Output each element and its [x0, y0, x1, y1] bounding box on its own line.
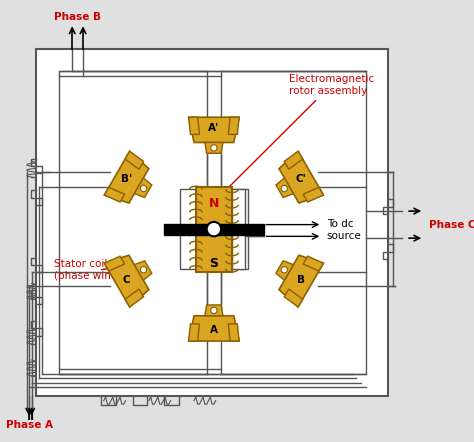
Text: Phase C: Phase C	[428, 220, 474, 229]
Text: Phase B: Phase B	[54, 11, 101, 22]
Polygon shape	[189, 117, 239, 142]
Bar	[180, 190, 196, 269]
Polygon shape	[228, 117, 239, 134]
Polygon shape	[303, 187, 323, 202]
Polygon shape	[228, 324, 239, 341]
Polygon shape	[125, 289, 144, 307]
Bar	[59, 71, 365, 373]
Polygon shape	[189, 316, 239, 341]
Text: Electromagnetic
rotor assembly: Electromagnetic rotor assembly	[221, 74, 374, 194]
Circle shape	[211, 145, 217, 151]
Text: C: C	[123, 274, 130, 285]
Polygon shape	[125, 151, 144, 169]
Text: A: A	[210, 325, 218, 335]
Text: B': B'	[121, 174, 132, 183]
Polygon shape	[134, 178, 152, 198]
Polygon shape	[303, 256, 323, 271]
Polygon shape	[104, 256, 125, 271]
Polygon shape	[205, 142, 223, 153]
Polygon shape	[104, 255, 149, 307]
Bar	[232, 190, 246, 269]
Circle shape	[211, 307, 217, 313]
Text: To dc
source: To dc source	[327, 219, 362, 241]
Polygon shape	[104, 187, 125, 202]
Polygon shape	[279, 151, 323, 203]
Circle shape	[140, 185, 147, 192]
Text: Stator coils
(phase windings): Stator coils (phase windings)	[54, 259, 144, 281]
Circle shape	[281, 267, 287, 273]
Text: B: B	[297, 274, 305, 285]
Text: S: S	[210, 257, 219, 270]
Circle shape	[207, 222, 221, 236]
Polygon shape	[104, 151, 149, 203]
Circle shape	[140, 267, 147, 273]
Polygon shape	[189, 324, 200, 341]
Circle shape	[281, 185, 287, 192]
Bar	[196, 187, 232, 272]
Polygon shape	[276, 178, 293, 198]
Polygon shape	[189, 117, 200, 134]
Text: A': A'	[208, 123, 219, 133]
Text: N: N	[209, 197, 219, 210]
Polygon shape	[276, 261, 293, 280]
Polygon shape	[284, 151, 303, 169]
Text: Phase A: Phase A	[6, 420, 53, 431]
Polygon shape	[284, 289, 303, 307]
Bar	[164, 224, 264, 235]
Polygon shape	[279, 255, 323, 307]
Bar	[232, 190, 248, 269]
Polygon shape	[134, 261, 152, 280]
Text: C': C'	[296, 174, 307, 183]
Polygon shape	[205, 305, 223, 316]
Bar	[36, 49, 388, 396]
